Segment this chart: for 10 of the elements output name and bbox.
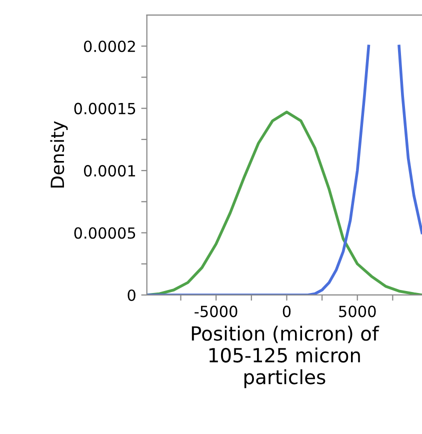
y-tick-label: 0.00015 (74, 102, 136, 114)
x-tick-label: -5000 (194, 306, 238, 318)
y-tick-label: 0.0002 (84, 40, 135, 52)
y-tick-label: 0.0001 (84, 165, 136, 177)
x-axis-title: Position (micron) of 105-125 micron particles (192, 326, 380, 388)
x-tick-label: 0 (282, 306, 291, 318)
y-tick-label: 0 (128, 289, 136, 302)
y-axis-title: Density (50, 121, 68, 188)
x-tick-label: 5000 (339, 306, 376, 318)
y-tick-label: 0.00005 (74, 227, 136, 239)
